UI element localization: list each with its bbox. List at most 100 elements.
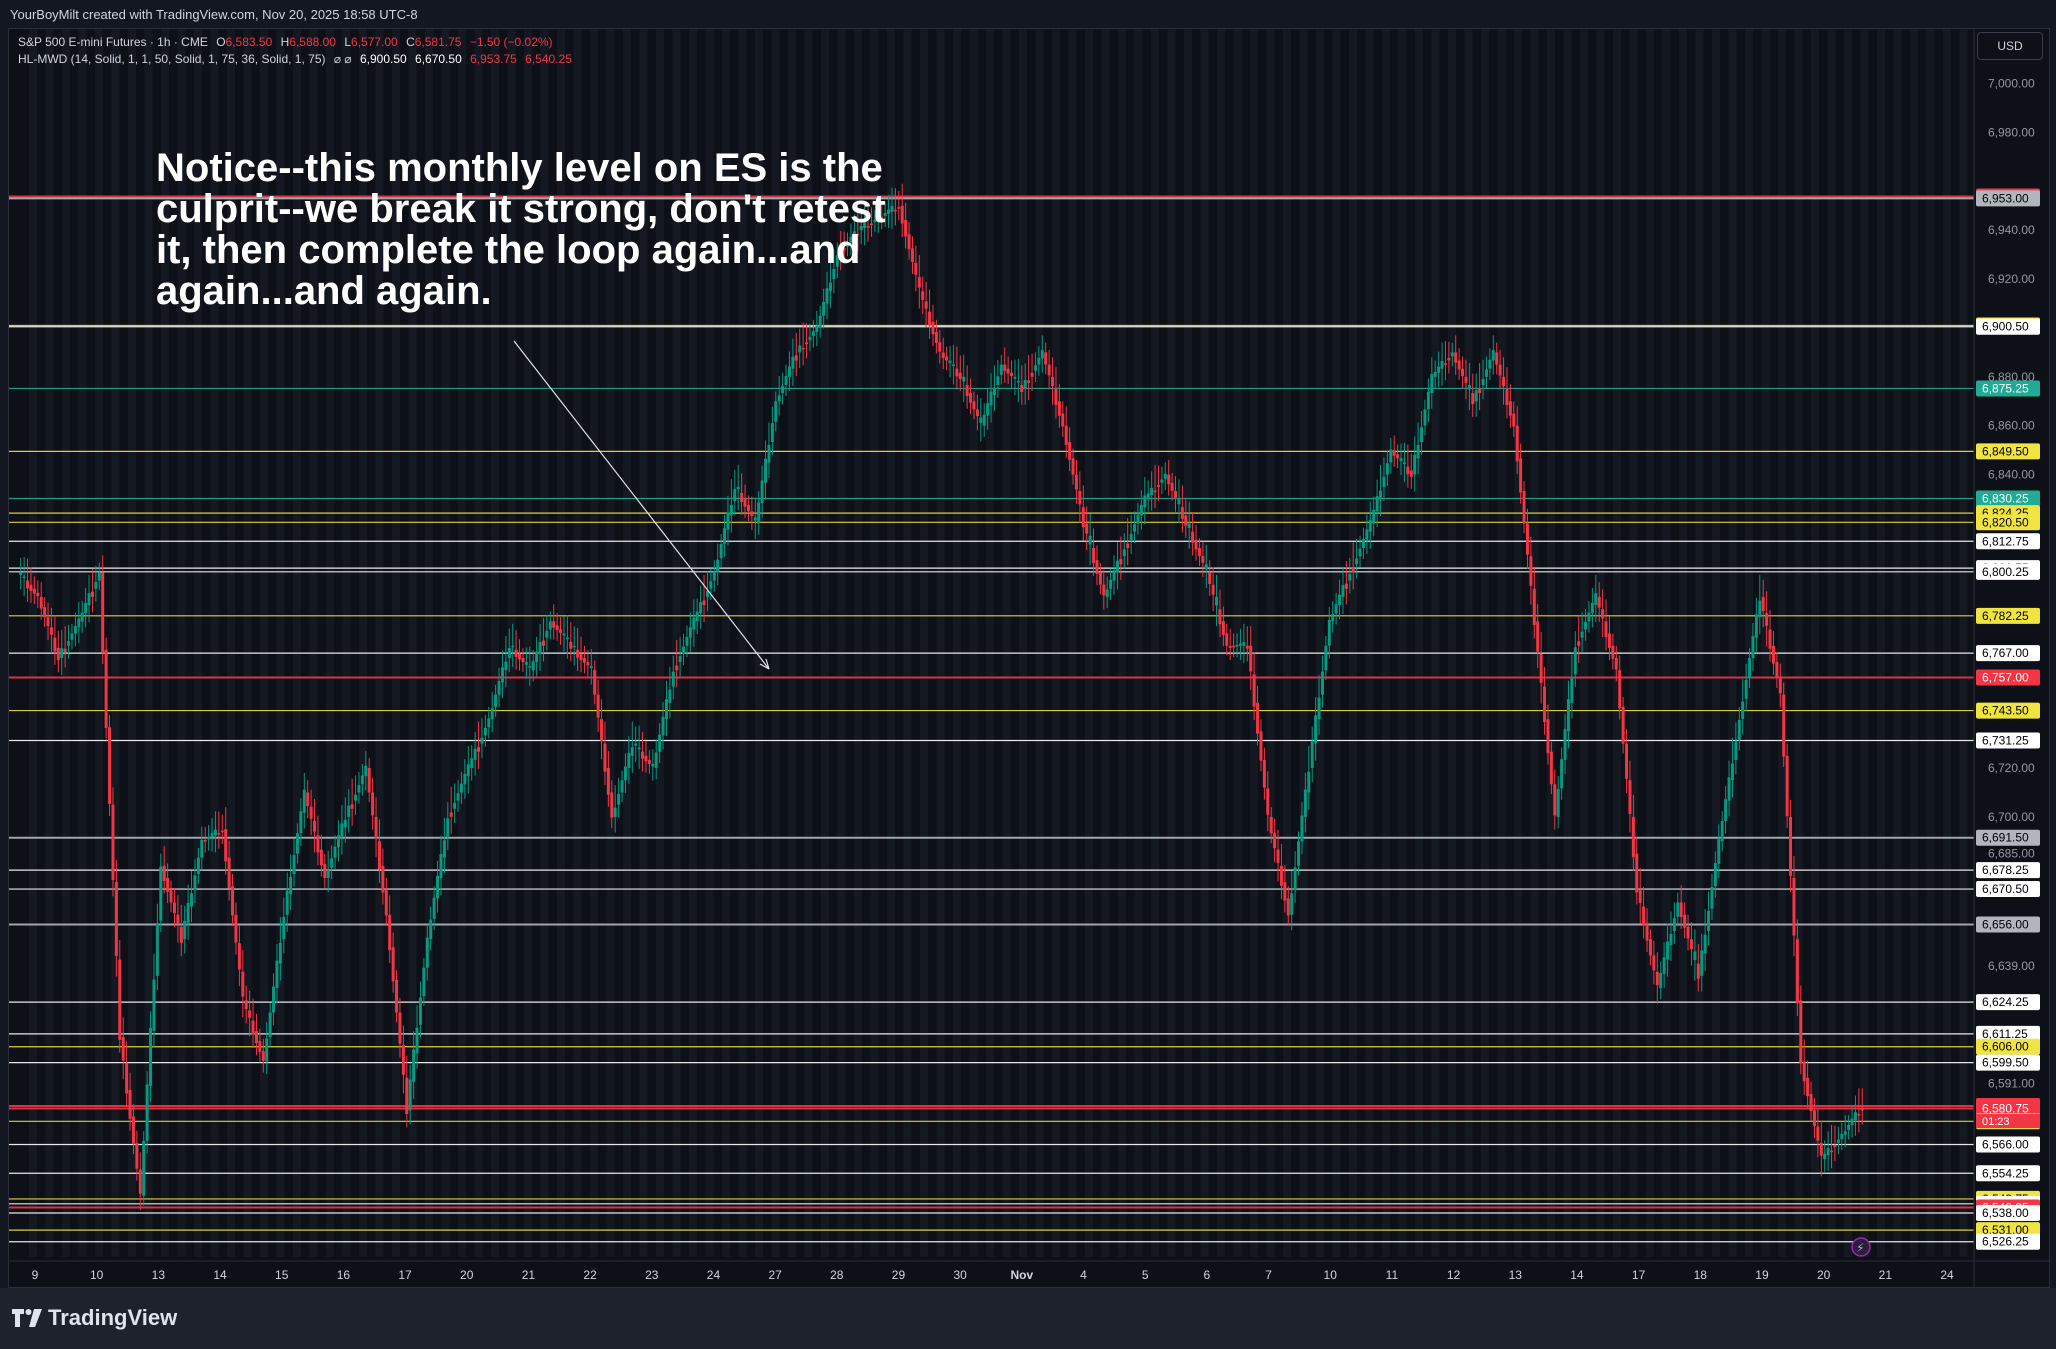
- x-axis-label: 13: [1509, 1268, 1523, 1282]
- session-shade: [210, 29, 219, 1257]
- candle-body: [436, 875, 440, 899]
- candle-body: [1211, 584, 1215, 595]
- session-shade: [1217, 29, 1225, 1257]
- session-shade: [194, 29, 202, 1257]
- x-axis-label: 15: [275, 1268, 289, 1282]
- candle-body: [1659, 973, 1663, 989]
- candle-body: [1375, 496, 1379, 512]
- candle-body: [1594, 593, 1598, 606]
- candle-body: [67, 641, 71, 646]
- candle-body: [1648, 939, 1652, 956]
- candle-body: [1409, 470, 1413, 477]
- candle-body: [846, 242, 850, 247]
- price-label-text: 6,580.75: [1982, 1101, 2029, 1115]
- candle-body: [1221, 621, 1225, 636]
- candle-body: [190, 893, 194, 907]
- candle-body: [1464, 376, 1468, 383]
- footer-bar: [0, 1288, 2056, 1349]
- candle-body: [193, 875, 197, 891]
- candle-body: [548, 621, 552, 630]
- currency-button[interactable]: USD: [1977, 32, 2043, 60]
- indicator-legend[interactable]: HL-MWD (14, Solid, 1, 1, 50, Solid, 1, 7…: [18, 52, 577, 66]
- candle-body: [750, 511, 754, 516]
- session-shade: [474, 29, 483, 1257]
- price-label-badge: [1976, 490, 2040, 507]
- candle-body: [1751, 636, 1755, 658]
- session-shade: [1695, 29, 1704, 1257]
- indicator-visibility-icons[interactable]: ⌀ ⌀: [333, 52, 352, 66]
- candle-body: [726, 512, 730, 530]
- session-shade: [1629, 29, 1638, 1257]
- candle-body: [1259, 731, 1263, 761]
- candle-body: [1525, 523, 1529, 555]
- session-shade: [29, 29, 37, 1257]
- price-tick: 6,880.00: [1988, 370, 2035, 384]
- candle-body: [1317, 697, 1321, 720]
- candle-body: [1365, 529, 1369, 540]
- candle-body: [241, 971, 245, 997]
- candle-body: [1225, 633, 1229, 646]
- candle-body: [849, 236, 853, 243]
- candle-body: [1276, 849, 1280, 863]
- candle-body: [1645, 922, 1649, 941]
- candle-body: [1133, 524, 1137, 532]
- tradingview-logo[interactable]: TradingView: [12, 1305, 177, 1331]
- chart-pane[interactable]: 7,000.00 6,980.00 6,940.00 6,920.00 6,880.00…: [8, 28, 2050, 1288]
- chart-canvas[interactable]: 7,000.00 6,980.00 6,940.00 6,920.00 6,880.00…: [9, 29, 2049, 1287]
- candle-body: [1676, 902, 1680, 917]
- candle-body: [162, 865, 166, 881]
- candle-body: [1242, 642, 1246, 646]
- symbol-legend[interactable]: S&P 500 E-mini Futures · 1h · CME O6,583…: [18, 35, 553, 49]
- candle-body: [1283, 882, 1287, 901]
- price-tick: 6,940.00: [1988, 223, 2035, 237]
- open-label: O: [216, 35, 226, 49]
- session-shade: [1464, 29, 1473, 1257]
- x-axis-label: 21: [522, 1268, 536, 1282]
- session-shade: [1910, 29, 1918, 1257]
- candle-body: [1290, 893, 1294, 915]
- x-axis-label: 13: [152, 1268, 166, 1282]
- candle-body: [1570, 677, 1574, 703]
- candle-body: [473, 748, 477, 760]
- candle-body: [1088, 535, 1092, 545]
- session-shade: [1085, 29, 1093, 1257]
- session-shade: [639, 29, 648, 1257]
- candle-body: [934, 332, 938, 343]
- candle-body: [576, 649, 580, 658]
- session-shade: [1943, 29, 1951, 1257]
- session-shade: [821, 29, 829, 1257]
- session-shade: [689, 29, 697, 1257]
- candle-body: [1662, 957, 1666, 974]
- candle-body: [1508, 401, 1512, 416]
- session-shade: [606, 29, 615, 1257]
- candle-body: [863, 222, 867, 229]
- candle-body: [1474, 390, 1478, 402]
- candle-body: [1426, 391, 1430, 410]
- session-shade: [722, 29, 730, 1257]
- candle-body: [46, 617, 50, 626]
- candle-body: [1754, 614, 1758, 638]
- candle-body: [466, 764, 470, 777]
- candle-body: [1669, 933, 1673, 946]
- candle-body: [1187, 523, 1191, 529]
- annotation-arrowhead: [759, 658, 770, 670]
- candle-body: [360, 775, 364, 785]
- chart-annotation-text[interactable]: Notice--this monthly level on ES is the …: [156, 146, 886, 313]
- x-axis-label: 14: [213, 1268, 227, 1282]
- candle-body: [87, 593, 91, 606]
- session-shade: [375, 29, 384, 1257]
- x-axis-label: 24: [1940, 1268, 1954, 1282]
- candle-body: [1232, 645, 1236, 648]
- price-tick: 6,720.00: [1988, 761, 2035, 775]
- session-shade: [590, 29, 598, 1257]
- candle-body: [1064, 425, 1068, 445]
- price-label-badge: [1976, 829, 2040, 846]
- price-label-text: 6,656.00: [1982, 917, 2029, 931]
- x-axis-label: 19: [1755, 1268, 1769, 1282]
- price-label-text: 6,624.25: [1982, 995, 2029, 1009]
- alert-flash-glyph: ⚡: [1856, 1241, 1864, 1255]
- candle-body: [1484, 369, 1488, 377]
- x-axis-label: 17: [398, 1268, 412, 1282]
- candle-body: [1498, 364, 1502, 376]
- annotation-arrow: [513, 340, 770, 670]
